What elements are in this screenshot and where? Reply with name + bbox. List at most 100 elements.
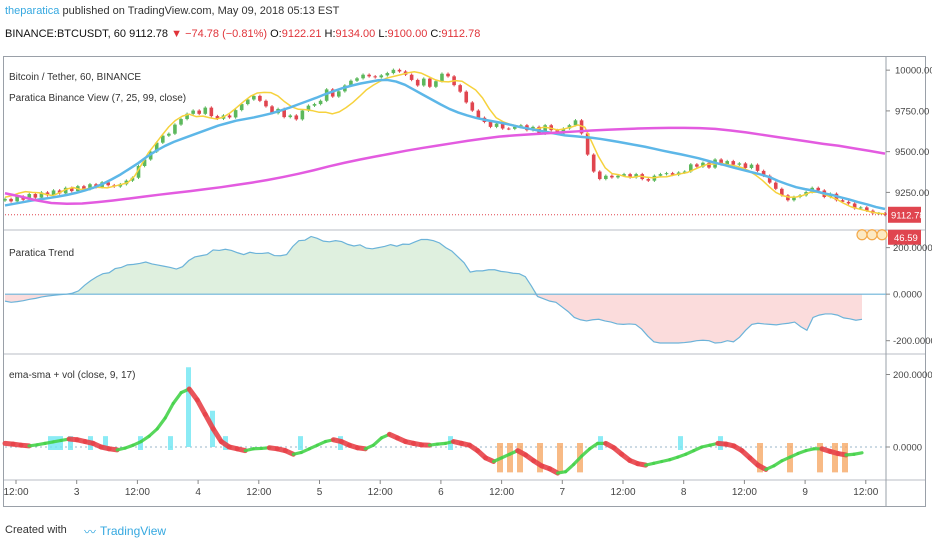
- change-text: −74.78 (−0.81%): [185, 28, 268, 40]
- volume-bar-orange: [557, 443, 563, 473]
- volume-bar-orange: [517, 443, 523, 473]
- trend-axis-label: 0.0000: [893, 290, 922, 301]
- osc-pane-title: ema-sma + vol (close, 9, 17): [9, 370, 135, 381]
- osc-line-segment: [147, 427, 159, 438]
- candle-body: [464, 91, 469, 103]
- event-marker-icon[interactable]: [876, 229, 888, 241]
- volume-bar-cyan: [298, 436, 303, 450]
- candle-body: [167, 133, 171, 136]
- x-axis-label: 9: [802, 487, 808, 498]
- osc-line-segment: [171, 391, 183, 406]
- osc-line-segment: [572, 454, 584, 466]
- price-axis-label: 9500.00: [895, 147, 929, 158]
- candle-body: [512, 126, 517, 129]
- candle-body: [446, 73, 450, 77]
- event-marker-icon[interactable]: [856, 229, 868, 241]
- event-marker-icon[interactable]: [866, 229, 878, 241]
- high-label: H:: [324, 28, 336, 40]
- candle-body: [616, 175, 620, 178]
- candle-body: [306, 105, 311, 111]
- tradingview-logo-icon[interactable]: 〰: [84, 525, 97, 539]
- close-value: 9112.78: [441, 28, 481, 40]
- candle-body: [670, 173, 675, 175]
- candle-body: [179, 119, 183, 125]
- candle-body: [373, 76, 378, 78]
- last-price-tag: [888, 206, 921, 223]
- osc-line-segment: [580, 447, 592, 458]
- low-value: 9100.00: [387, 28, 428, 40]
- author-link[interactable]: theparatica: [5, 5, 60, 17]
- candle-body: [264, 100, 268, 107]
- candle-body: [318, 100, 323, 105]
- candle-body: [51, 190, 56, 196]
- candle-body: [883, 213, 887, 215]
- volume-bar-cyan: [58, 436, 63, 450]
- candle-body: [701, 162, 705, 167]
- candle-body: [476, 110, 481, 118]
- volume-bar-orange: [832, 443, 838, 473]
- osc-line-segment: [564, 462, 576, 474]
- trend-positive-area: [5, 236, 862, 295]
- candle-body: [591, 154, 596, 172]
- candle-body: [209, 107, 214, 117]
- x-axis-label: 8: [681, 487, 687, 498]
- candle-body: [252, 95, 256, 100]
- candle-body: [142, 159, 147, 166]
- osc-line-segment: [202, 411, 216, 432]
- candle-body: [154, 142, 159, 152]
- candle-body: [33, 194, 38, 198]
- high-value: 9134.00: [335, 28, 376, 40]
- trend-axis-label: 200.0000: [893, 243, 932, 254]
- candle-body: [458, 85, 462, 92]
- candle-body: [415, 79, 420, 86]
- candle-body: [646, 179, 651, 181]
- candle-body: [597, 171, 602, 180]
- symbol-line: BINANCE:BTCUSDT, 60 9112.78 ▼ −74.78 (−0…: [5, 28, 480, 40]
- candle-body: [440, 73, 444, 82]
- candle-body: [197, 110, 202, 114]
- candle-body: [385, 73, 390, 76]
- volume-bar-orange: [507, 443, 513, 473]
- candle-body: [69, 187, 74, 192]
- candle-body: [397, 69, 402, 72]
- candle-body: [846, 201, 851, 204]
- close-label: C:: [430, 28, 442, 40]
- ema-99-line: [4, 126, 886, 206]
- price-axis-label: 9750.00: [895, 106, 929, 117]
- tradingview-brand-link[interactable]: TradingView: [100, 524, 167, 538]
- candle-body: [494, 123, 499, 127]
- candle-body: [294, 115, 299, 120]
- candle-body: [300, 110, 305, 120]
- secondary-tag: [888, 229, 921, 245]
- candle-body: [63, 187, 68, 194]
- candle-body: [622, 174, 626, 176]
- main-pane-indicator-label: Paratica Binance View (7, 25, 99, close): [9, 93, 186, 104]
- ema-25-line: [4, 78, 886, 211]
- candle-body: [355, 78, 359, 81]
- candle-body: [840, 200, 845, 202]
- candle-body: [682, 171, 687, 173]
- osc-line-segment: [163, 401, 175, 420]
- x-axis-label: 12:00: [489, 487, 514, 498]
- candle-body: [780, 188, 784, 196]
- volume-bar-orange: [537, 443, 543, 473]
- candle-body: [761, 170, 766, 176]
- x-axis-label: 5: [317, 487, 323, 498]
- volume-bar-orange: [817, 443, 823, 473]
- candle-body: [573, 120, 578, 126]
- candle-body: [203, 107, 208, 114]
- candle-body: [688, 164, 693, 172]
- candle-body: [258, 95, 262, 101]
- x-axis-label: 7: [560, 487, 566, 498]
- trend-axis-label: -200.0000: [893, 336, 932, 347]
- main-pane-title: Bitcoin / Tether, 60, BINANCE: [9, 72, 141, 83]
- created-with-text: Created with: [5, 524, 67, 536]
- candle-body: [585, 133, 590, 155]
- volume-bar-orange: [757, 443, 763, 473]
- candle-body: [658, 174, 663, 176]
- candle-body: [409, 74, 414, 80]
- candle-body: [858, 207, 863, 209]
- symbol-info: BINANCE:BTCUSDT, 60: [5, 28, 127, 40]
- candle-body: [628, 174, 632, 178]
